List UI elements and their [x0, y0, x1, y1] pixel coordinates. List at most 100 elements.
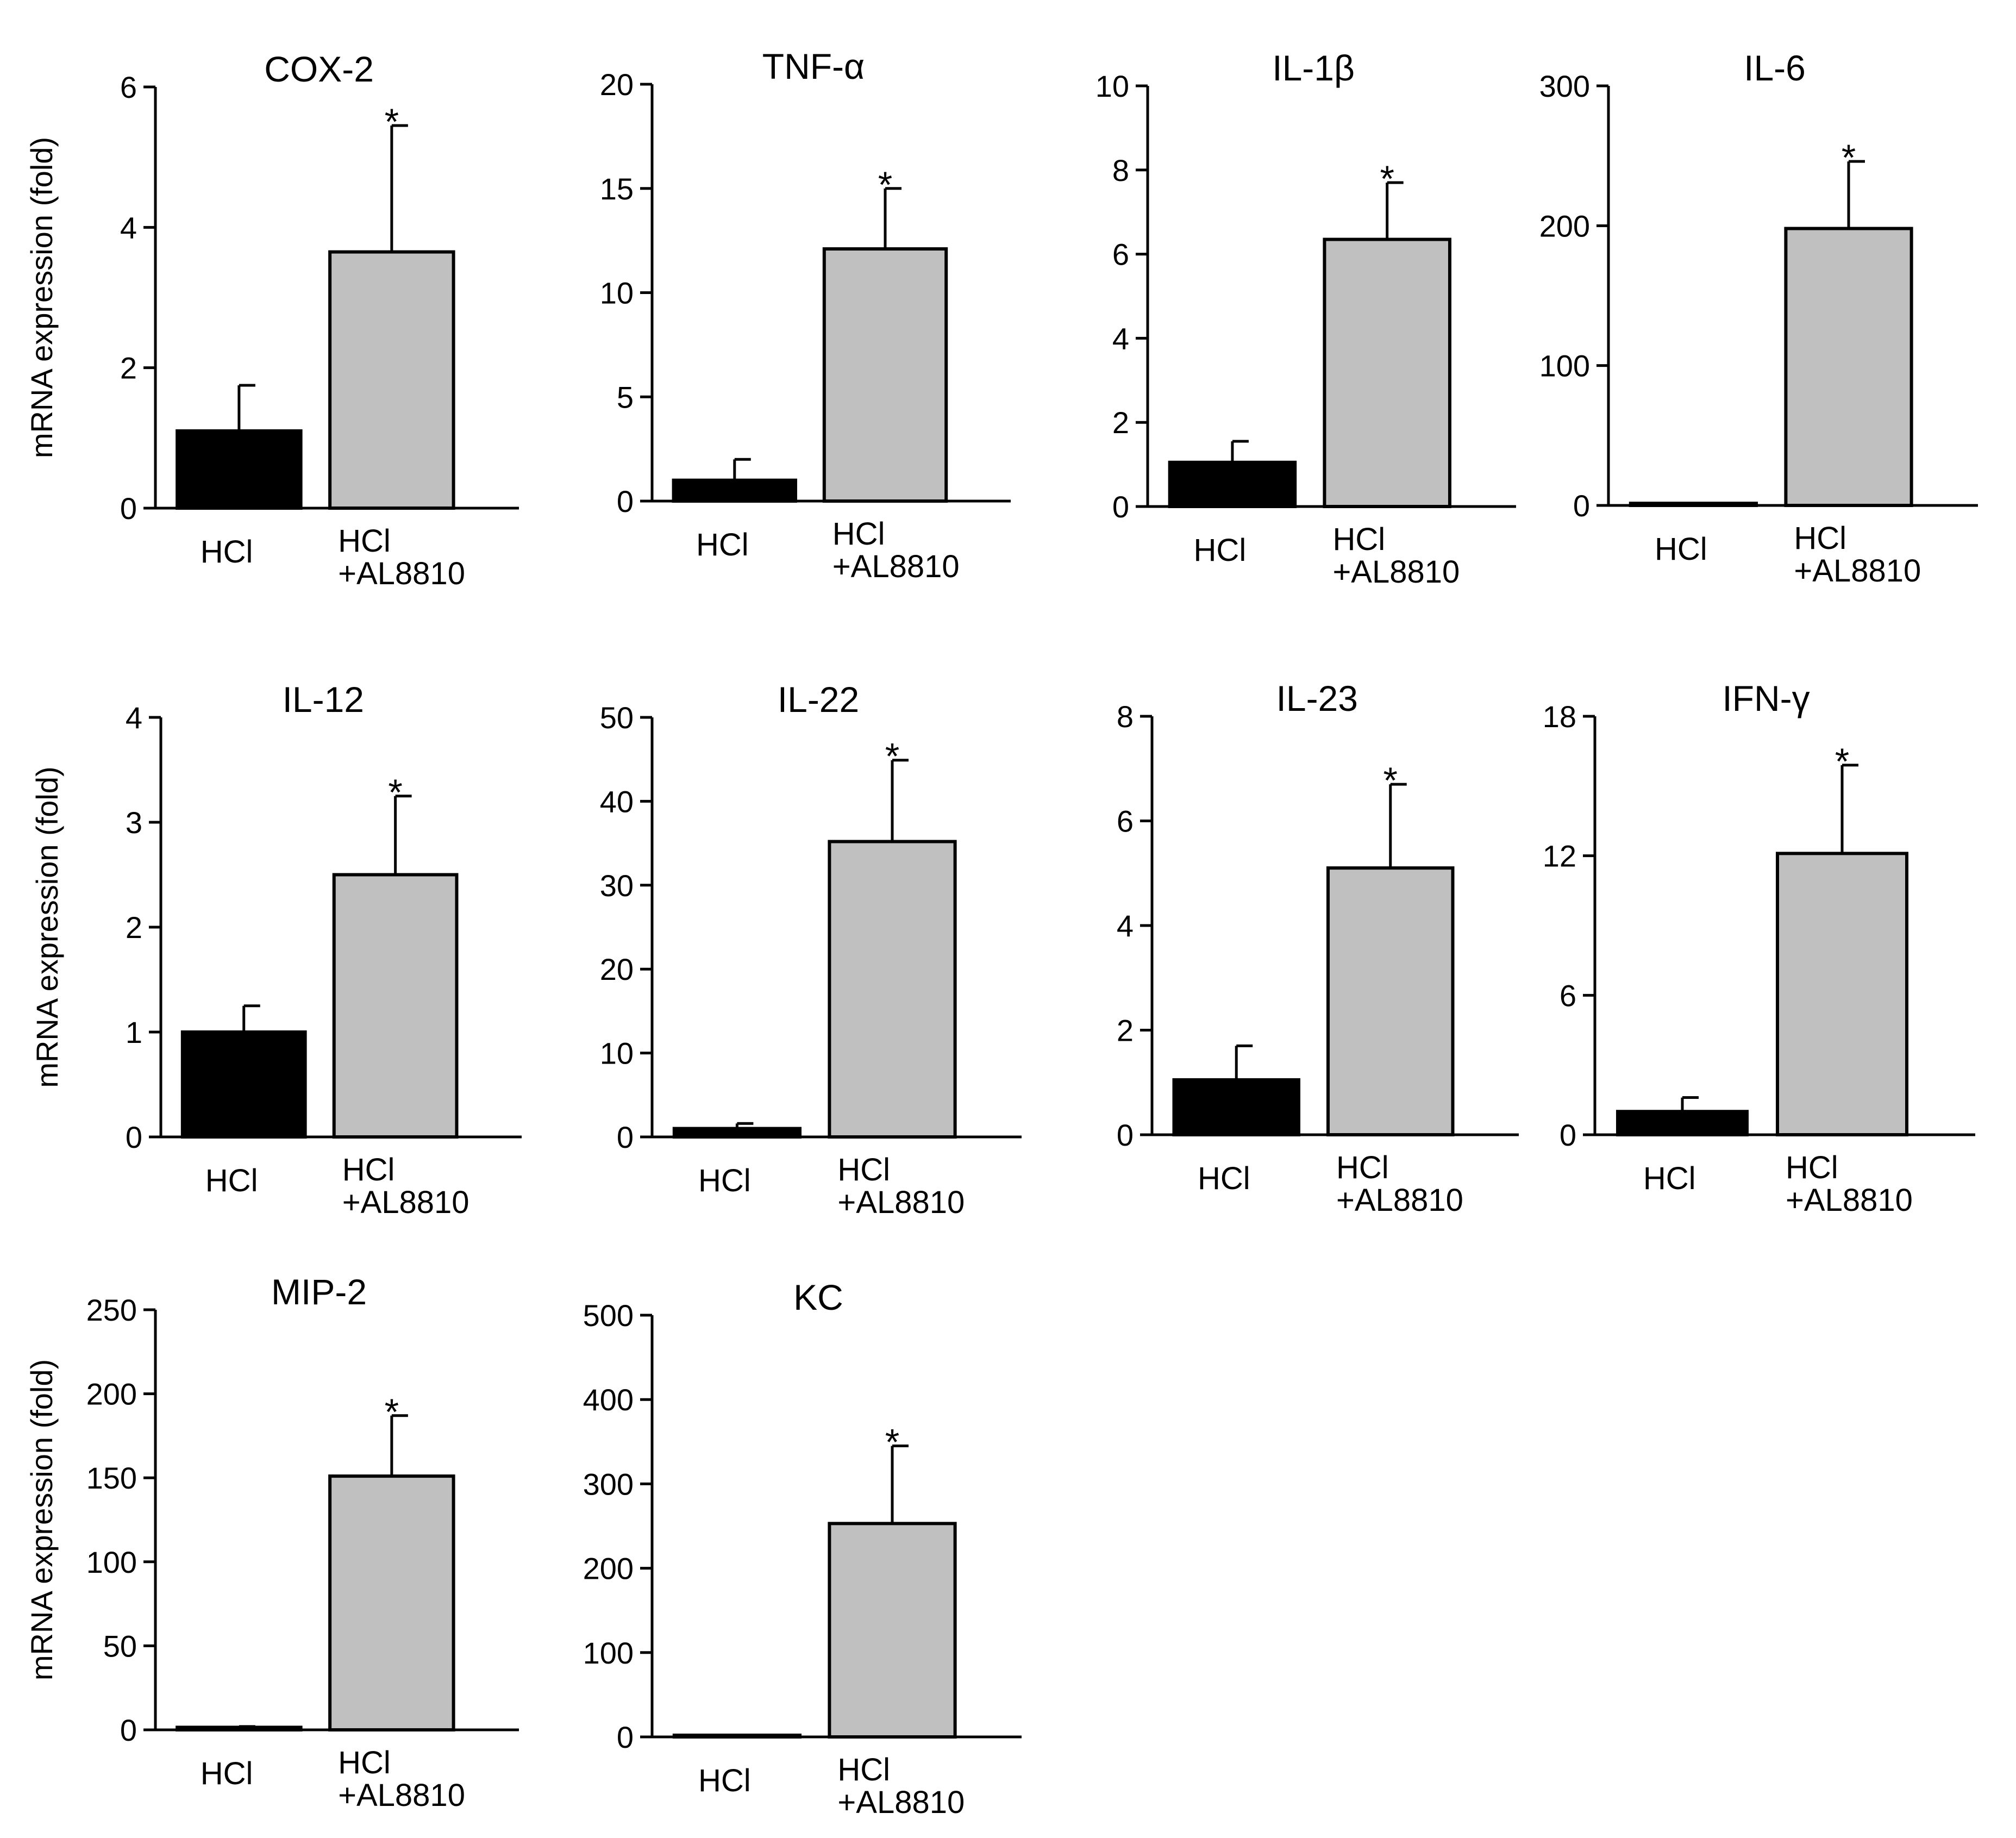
y-tick-label: 3: [126, 805, 142, 840]
chart-title: IL-22: [778, 679, 859, 720]
y-tick-label: 1: [126, 1015, 142, 1049]
category-label: HCl: [1198, 1161, 1250, 1196]
y-tick-label: 0: [1112, 490, 1129, 524]
y-tick-label: 50: [600, 701, 634, 735]
significance-marker: *: [388, 772, 402, 813]
y-tick-label: 6: [1560, 978, 1576, 1012]
bar: [1616, 1110, 1749, 1136]
y-tick-label: 0: [617, 484, 634, 518]
y-tick-label: 12: [1543, 839, 1576, 873]
y-tick-label: 4: [126, 701, 142, 735]
category-label: HCl +AL8810: [837, 1152, 965, 1220]
chart-panel: IL-6 0 100 200 300 HCl * HCl +AL8810: [1539, 48, 1978, 589]
bar: [1323, 237, 1451, 508]
category-label: HCl +AL8810: [1794, 521, 1921, 589]
bar: [828, 1522, 957, 1739]
chart-title: KC: [793, 1277, 843, 1317]
category-label: HCl +AL8810: [342, 1152, 469, 1220]
y-tick-label: 500: [583, 1298, 634, 1333]
significance-marker: *: [885, 1422, 899, 1463]
bar: [672, 1127, 802, 1139]
y-tick-label: 5: [617, 380, 634, 414]
bar: [1172, 1078, 1300, 1136]
significance-marker: *: [385, 101, 399, 142]
y-tick-label: 4: [1117, 909, 1134, 943]
chart-panel: IL-23 0 2 4 6 8 HCl * HCl +AL8810: [1117, 678, 1519, 1218]
significance-marker: *: [1835, 741, 1849, 782]
y-tick-label: 2: [1112, 405, 1129, 440]
bar: [822, 247, 948, 503]
chart-panel: COX-2 0 2 4 6 mRNA expression (fold) HCl * HCl +A…: [24, 49, 519, 591]
category-label: HCl +AL8810: [1786, 1150, 1913, 1218]
category-label: HCl: [201, 534, 253, 570]
bar: [1784, 227, 1913, 507]
y-tick-label: 0: [120, 491, 137, 526]
chart-panel: IL-12 0 1 2 3 4 mRNA expression (fold) HCl * HCl +…: [30, 679, 522, 1220]
y-tick-label: 0: [126, 1120, 142, 1154]
significance-marker: *: [1380, 158, 1394, 199]
chart-title: IL-1β: [1272, 48, 1355, 88]
y-tick-label: 20: [600, 952, 634, 986]
chart-title: MIP-2: [271, 1272, 367, 1312]
y-tick-label: 40: [600, 784, 634, 818]
bar: [1326, 866, 1455, 1136]
category-label: HCl +AL8810: [832, 516, 960, 584]
y-tick-label: 2: [1117, 1014, 1134, 1048]
y-tick-label: 20: [600, 67, 634, 102]
y-tick-label: 2: [120, 351, 137, 385]
bar: [1776, 852, 1908, 1136]
y-tick-label: 150: [86, 1461, 137, 1495]
y-tick-label: 250: [86, 1293, 137, 1327]
bar: [176, 429, 303, 510]
y-tick-label: 100: [1539, 349, 1590, 383]
y-tick-label: 50: [103, 1629, 137, 1663]
bar: [332, 873, 459, 1139]
y-tick-label: 100: [583, 1636, 634, 1670]
y-axis-title: mRNA expression (fold): [30, 766, 64, 1087]
bar: [328, 250, 455, 510]
y-tick-label: 300: [1539, 69, 1590, 103]
category-label: HCl: [201, 1756, 253, 1791]
category-label: HCl: [1655, 532, 1707, 567]
y-tick-label: 6: [1117, 804, 1134, 839]
chart-title: IL-12: [283, 679, 364, 720]
bar: [672, 478, 797, 503]
category-label: HCl: [698, 1763, 751, 1798]
significance-marker: *: [885, 736, 899, 777]
chart-title: IFN-γ: [1722, 678, 1810, 718]
significance-marker: *: [1383, 760, 1398, 801]
y-tick-label: 2: [126, 910, 142, 945]
y-tick-label: 4: [1112, 321, 1129, 355]
y-tick-label: 0: [1573, 489, 1590, 523]
chart-title: COX-2: [264, 49, 374, 89]
significance-marker: *: [1842, 137, 1856, 178]
bar: [1168, 460, 1297, 508]
y-tick-label: 10: [600, 276, 634, 310]
category-label: HCl: [698, 1163, 751, 1198]
category-label: HCl: [1194, 533, 1247, 568]
category-label: HCl +AL8810: [837, 1752, 965, 1820]
y-tick-label: 30: [600, 868, 634, 903]
y-tick-label: 15: [600, 172, 634, 206]
chart-panel: IL-22 0 10 20 30 40 50 HCl * HCl +AL8810: [600, 679, 1022, 1220]
y-tick-label: 200: [86, 1377, 137, 1411]
chart-title: IL-6: [1744, 48, 1806, 88]
category-label: HCl +AL8810: [1336, 1150, 1463, 1218]
y-tick-label: 0: [1560, 1118, 1576, 1152]
bar: [180, 1030, 307, 1139]
y-tick-label: 10: [1095, 69, 1129, 103]
y-tick-label: 200: [1539, 209, 1590, 243]
bar: [828, 840, 957, 1139]
y-tick-label: 18: [1543, 699, 1576, 734]
category-label: HCl +AL8810: [338, 523, 465, 591]
y-tick-label: 6: [1112, 237, 1129, 272]
y-tick-label: 8: [1117, 699, 1134, 734]
y-tick-label: 100: [86, 1545, 137, 1579]
y-tick-label: 0: [617, 1120, 634, 1154]
y-tick-label: 400: [583, 1383, 634, 1417]
y-tick-label: 8: [1112, 153, 1129, 187]
chart-panel: KC 0 100 200 300 400 500 HCl * HCl +AL8810: [583, 1277, 1022, 1820]
y-tick-label: 4: [120, 210, 137, 245]
chart-title: IL-23: [1276, 678, 1358, 718]
